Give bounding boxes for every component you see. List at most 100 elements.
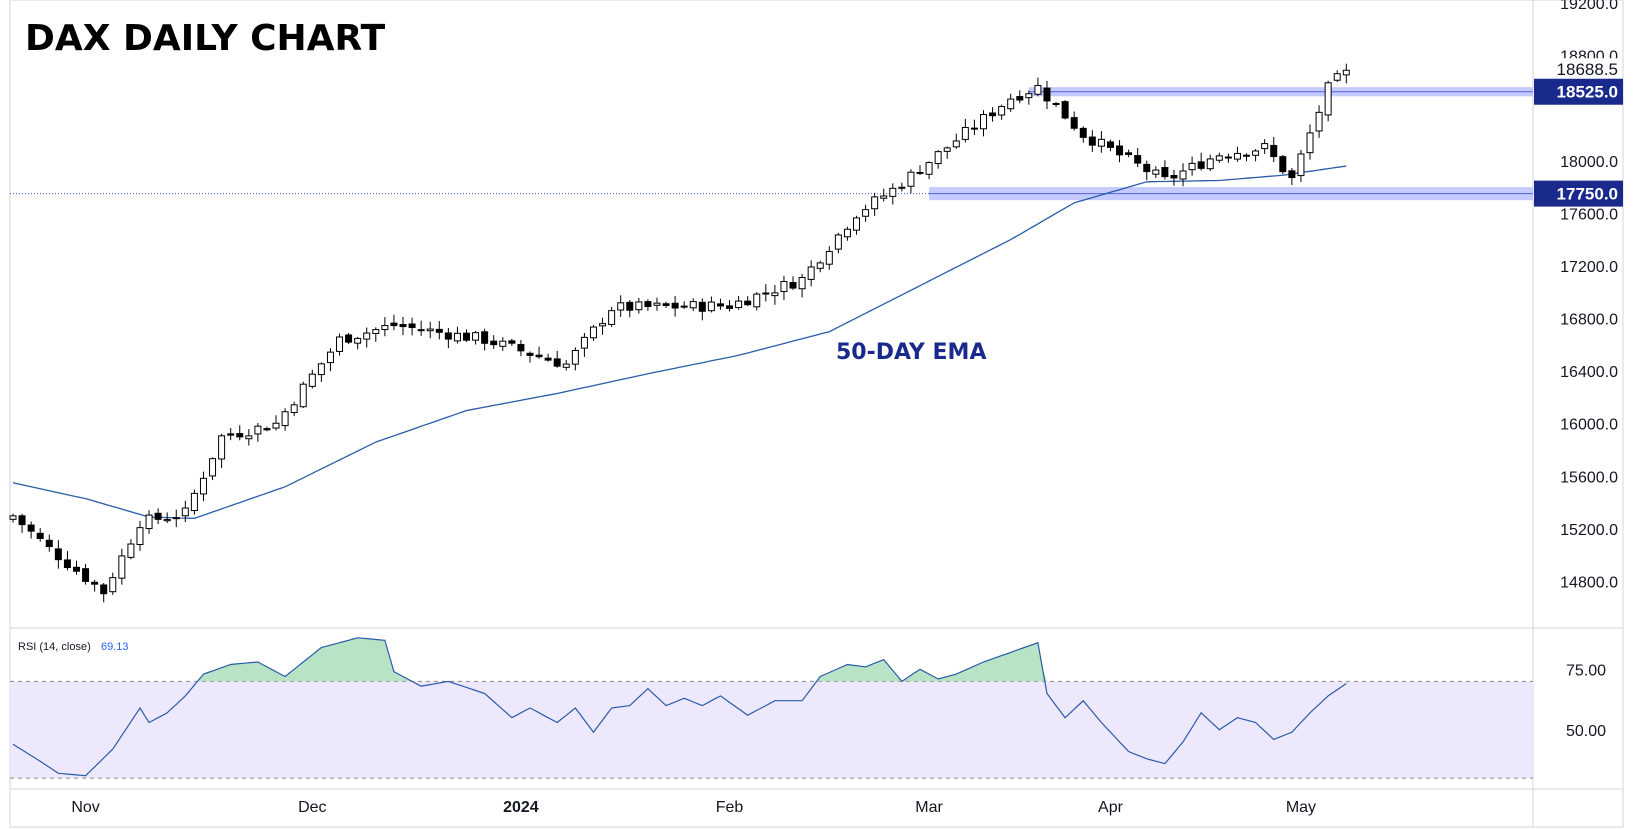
candle-body — [326, 351, 334, 364]
rsi-line — [12, 637, 1347, 777]
candle-body — [1179, 170, 1187, 180]
candle-body — [970, 127, 978, 130]
candle-body — [1233, 152, 1241, 160]
candle-body — [290, 404, 298, 413]
candle-body — [1342, 69, 1350, 76]
candle-body — [1125, 152, 1133, 155]
candle-body — [417, 329, 425, 332]
candle-body — [961, 127, 969, 140]
candle-body — [1106, 141, 1114, 148]
candle-body — [472, 332, 480, 341]
candle-body — [1270, 144, 1278, 158]
price-tick-label: 15200.0 — [1560, 522, 1618, 539]
candle-body — [952, 140, 960, 148]
candle-body — [798, 277, 806, 290]
chart-frame — [9, 0, 1624, 828]
candle-body — [1143, 163, 1151, 173]
candle-body — [989, 112, 997, 117]
candle-body — [1134, 155, 1142, 164]
candle-body — [263, 428, 271, 431]
candle-body — [281, 411, 289, 427]
candle-body — [979, 114, 987, 130]
candle-body — [499, 340, 507, 347]
candle-body — [354, 337, 362, 344]
candle-body — [1197, 161, 1205, 169]
candle-body — [626, 301, 634, 311]
candle-body — [1025, 93, 1033, 99]
candle-body — [272, 422, 280, 429]
candle-body — [617, 302, 625, 311]
candle-body — [1052, 103, 1060, 106]
price-badges: 18688.5 18525.0 17750.0 — [1534, 58, 1623, 207]
candle-body — [1243, 154, 1251, 157]
candle-body — [589, 326, 597, 339]
candle-body — [1224, 156, 1232, 159]
candle-body — [118, 555, 126, 579]
level-badge-label: 17750.0 — [1557, 185, 1618, 204]
candle-body — [372, 329, 380, 334]
candle-body — [825, 250, 833, 265]
candle-body — [1252, 150, 1260, 156]
candle-body — [426, 328, 434, 332]
candle-body — [1034, 85, 1042, 95]
candle-body — [580, 336, 588, 349]
candles-layer — [9, 63, 1350, 603]
price-tick-label: 16400.0 — [1560, 364, 1618, 381]
candle-body — [1043, 87, 1051, 102]
candle-body — [36, 532, 44, 540]
level-badge — [1534, 78, 1623, 105]
candle-body — [689, 301, 697, 309]
candle-body — [390, 322, 398, 327]
candle-body — [1070, 117, 1078, 129]
candle-body — [871, 196, 879, 210]
time-axis: Nov Dec 2024 Feb Mar Apr May — [71, 799, 1316, 816]
candle-body — [399, 324, 407, 328]
candle-body — [54, 548, 62, 561]
rsi-tick-label: 50.00 — [1566, 723, 1606, 740]
rsi-current-value: 69.13 — [101, 641, 129, 653]
candle-body — [635, 301, 643, 311]
candle-body — [1097, 138, 1105, 147]
time-axis-label: Dec — [298, 799, 326, 816]
candle-body — [762, 292, 770, 295]
candle-body — [834, 234, 842, 250]
candle-body — [662, 303, 670, 306]
candle-body — [109, 577, 117, 593]
candle-body — [245, 435, 253, 440]
candle-body — [1079, 127, 1087, 138]
candle-body — [136, 527, 144, 545]
candle-body — [1215, 155, 1223, 161]
candle-body — [45, 539, 53, 548]
candle-body — [553, 358, 561, 367]
price-axis: 19200.018800.018000.017600.017200.016800… — [1560, 0, 1618, 591]
candle-body — [544, 357, 552, 361]
candle-body — [1152, 169, 1160, 175]
price-tick-label: 15600.0 — [1560, 469, 1618, 486]
rsi-title: RSI (14, close) — [18, 641, 91, 653]
candle-body — [18, 515, 26, 526]
candle-body — [72, 566, 80, 572]
level-badge-label: 18525.0 — [1557, 83, 1618, 102]
price-tick-label: 16000.0 — [1560, 417, 1618, 434]
candle-body — [862, 209, 870, 217]
candle-body — [807, 266, 815, 280]
support-resistance-levels — [10, 87, 1533, 201]
candle-body — [127, 543, 135, 558]
candle-body — [463, 332, 470, 341]
candle-body — [562, 363, 570, 368]
candle-body — [299, 383, 307, 408]
ema-50-layer — [12, 165, 1347, 519]
candle-body — [744, 300, 752, 306]
candle-body — [345, 334, 353, 343]
candle-body — [1061, 101, 1069, 119]
level-badge — [1534, 180, 1623, 207]
candle-body — [1170, 175, 1178, 179]
candle-body — [698, 301, 706, 312]
candle-body — [172, 517, 180, 520]
last-price-badge-bg — [1535, 58, 1621, 81]
candle-body — [571, 349, 579, 365]
candle-body — [853, 217, 861, 231]
candle-body — [880, 195, 888, 199]
rsi-band — [10, 681, 1533, 779]
